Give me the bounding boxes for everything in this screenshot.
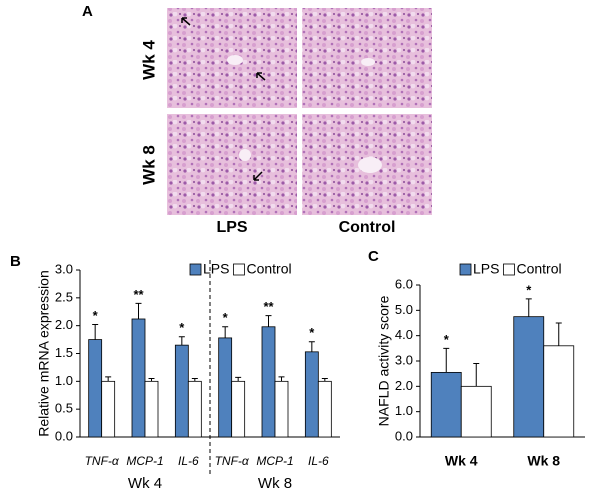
significance: * <box>526 282 532 297</box>
x-tick-label: TNF-α <box>215 454 250 468</box>
x-tick-label: Wk 8 <box>527 453 560 469</box>
significance: ** <box>133 287 144 302</box>
legend-label: Control <box>246 261 291 277</box>
error-bar <box>525 298 532 317</box>
y-tick-label: 5.0 <box>395 302 413 317</box>
vessel <box>361 58 375 66</box>
y-tick-label: 0.5 <box>55 401 73 416</box>
bar <box>513 316 545 438</box>
arrow <box>256 72 266 81</box>
bar <box>261 326 276 438</box>
vessel <box>358 157 382 173</box>
y-tick-label: 1.5 <box>55 345 73 360</box>
error-bar <box>222 326 229 338</box>
legend-label: LPS <box>203 261 229 277</box>
x-tick-label: Wk 4 <box>445 453 478 469</box>
legend-swatch <box>503 263 515 276</box>
error-bar <box>443 347 450 373</box>
error-bar <box>473 363 480 387</box>
legend-swatch <box>459 263 472 276</box>
vessel <box>227 55 243 65</box>
significance: * <box>93 308 99 323</box>
y-tick-label: 1.0 <box>55 373 73 388</box>
bar <box>101 380 116 438</box>
bar <box>131 318 146 438</box>
y-axis-label: NAFLD activity score <box>376 295 392 426</box>
legend-swatch <box>189 263 202 276</box>
y-tick-label: 0.0 <box>395 428 413 443</box>
bar <box>430 371 462 438</box>
legend-swatch <box>233 263 245 276</box>
bar <box>218 337 233 438</box>
legend-label: Control <box>516 261 561 277</box>
error-bar <box>321 378 328 382</box>
error-bar <box>555 322 562 346</box>
column-label: LPS <box>216 219 247 236</box>
significance: * <box>444 332 450 347</box>
significance: ** <box>263 299 274 314</box>
error-bar <box>135 302 142 319</box>
error-bar <box>178 336 185 346</box>
y-axis-label: Relative mRNA expression <box>36 270 52 437</box>
y-tick-label: 4.0 <box>395 327 413 342</box>
group-label: Wk 4 <box>128 475 162 492</box>
y-tick-label: 3.0 <box>395 352 413 367</box>
panel-label: C <box>368 248 379 265</box>
y-tick-label: 2.0 <box>55 317 73 332</box>
error-bar <box>278 376 285 382</box>
y-tick-label: 2.5 <box>55 289 73 304</box>
error-bar <box>265 315 272 327</box>
x-tick-label: IL-6 <box>178 454 199 468</box>
row-label: Wk 4 <box>139 40 158 80</box>
panel-label: B <box>10 253 21 270</box>
bar <box>144 380 159 438</box>
significance: * <box>309 325 315 340</box>
x-tick-label: TNF-α <box>85 454 120 468</box>
y-tick-label: 1.0 <box>395 403 413 418</box>
error-bar <box>191 378 198 382</box>
x-tick-label: IL-6 <box>308 454 329 468</box>
x-tick-label: MCP-1 <box>256 454 293 468</box>
histology-panel: A Wk 4 Wk 8 LPS Control <box>82 3 432 236</box>
error-bar <box>105 376 112 382</box>
y-tick-label: 2.0 <box>395 378 413 393</box>
bar <box>174 344 189 438</box>
bar <box>460 385 492 438</box>
panel-label: A <box>82 3 93 20</box>
significance: * <box>179 320 185 335</box>
legend-label: LPS <box>473 261 499 277</box>
bar <box>187 380 202 438</box>
error-bar <box>308 341 315 352</box>
bar <box>274 380 289 438</box>
y-tick-label: 6.0 <box>395 276 413 291</box>
vessel <box>239 149 251 161</box>
bar <box>543 345 575 438</box>
error-bar <box>92 324 99 340</box>
group-label: Wk 8 <box>258 475 292 492</box>
column-label: Control <box>339 219 396 236</box>
bar <box>231 380 246 438</box>
bar <box>317 380 332 438</box>
significance: * <box>223 310 229 325</box>
error-bar <box>148 378 155 382</box>
micrograph <box>302 8 432 108</box>
bar <box>304 351 319 438</box>
row-label: Wk 8 <box>139 145 158 185</box>
y-tick-label: 0.0 <box>55 428 73 443</box>
error-bar <box>235 376 242 382</box>
arrow <box>181 17 191 26</box>
y-tick-label: 3.0 <box>55 261 73 276</box>
arrow <box>253 171 263 181</box>
bar <box>88 339 103 438</box>
micrograph <box>167 114 297 215</box>
x-tick-label: MCP-1 <box>126 454 163 468</box>
